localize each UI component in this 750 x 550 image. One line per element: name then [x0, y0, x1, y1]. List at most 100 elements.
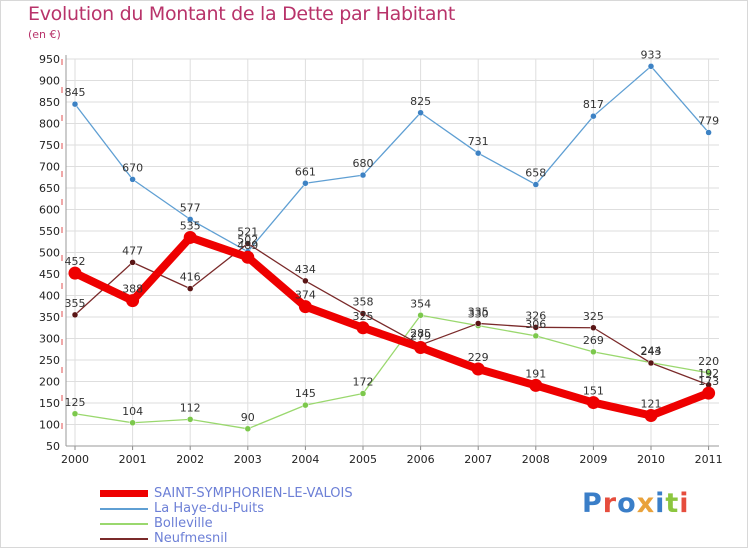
data-point: [417, 312, 424, 319]
data-label: 121: [641, 397, 662, 410]
data-label: 191: [525, 367, 546, 380]
x-tick-label: 2007: [464, 453, 492, 466]
data-label: 354: [410, 297, 431, 310]
data-label: 434: [295, 263, 316, 276]
x-tick-label: 2005: [349, 453, 377, 466]
data-label: 817: [583, 98, 604, 111]
data-label: 285: [410, 327, 431, 340]
data-label: 145: [295, 387, 316, 400]
x-tick-label: 2004: [291, 453, 319, 466]
data-point: [244, 425, 252, 433]
data-point: [71, 410, 79, 417]
data-point: [302, 401, 309, 409]
axes: 50 100 150 200 250 300 350 400 450 500 550 600 650 70…: [39, 53, 723, 466]
y-tick-label: 600: [39, 204, 60, 217]
data-point: [471, 362, 485, 376]
data-label: 658: [525, 167, 546, 180]
legend-label: Bolleville: [154, 516, 213, 531]
proxiti-logo: Proxiti: [582, 488, 690, 519]
data-label: 680: [353, 157, 374, 170]
data-label: 452: [65, 255, 86, 268]
data-label: 845: [65, 86, 86, 99]
data-label: 220: [698, 355, 719, 368]
data-point: [129, 419, 136, 427]
data-point: [474, 149, 482, 157]
data-label: 326: [525, 309, 546, 322]
y-tick-label: 900: [39, 75, 60, 88]
data-label: 279: [410, 330, 431, 343]
x-tick-label: 2009: [579, 453, 607, 466]
data-label: 535: [180, 219, 201, 232]
data-point: [71, 311, 79, 319]
y-tick-label: 750: [39, 139, 60, 152]
legend: SAINT-SYMPHORIEN-LE-VALOIS La Haye-du-Pu…: [100, 486, 420, 546]
data-point: [298, 300, 312, 314]
series-layer: [68, 63, 716, 433]
data-label: 416: [180, 271, 201, 284]
data-point: [532, 181, 540, 188]
data-point: [359, 171, 367, 179]
y-tick-label: 650: [39, 182, 60, 195]
data-point: [186, 216, 194, 223]
data-label: 502: [237, 234, 258, 247]
y-tick-label: 800: [39, 118, 60, 131]
logo-letter: x: [636, 488, 656, 519]
data-point: [529, 378, 543, 392]
data-point: [241, 250, 255, 264]
legend-label: La Haye-du-Puits: [154, 501, 264, 516]
chart-title: Evolution du Montant de la Dette par Hab…: [28, 3, 456, 25]
data-point: [702, 386, 716, 400]
legend-item-bolleville: Bolleville: [100, 516, 420, 531]
data-label: 661: [295, 165, 316, 178]
y-tick-label: 250: [39, 354, 60, 367]
data-label: 779: [698, 115, 719, 128]
data-label: 577: [180, 201, 201, 214]
data-point: [129, 176, 136, 183]
data-point: [417, 109, 424, 116]
data-point: [414, 341, 428, 355]
data-label: 325: [353, 310, 374, 323]
legend-swatch: [100, 523, 148, 525]
data-label: 335: [468, 305, 489, 318]
data-label: 90: [241, 411, 255, 424]
y-tick-label: 400: [39, 290, 60, 303]
data-label: 269: [583, 334, 604, 347]
data-point: [532, 332, 540, 340]
logo-letter: P: [582, 488, 603, 519]
legend-item-saint-symphorien: SAINT-SYMPHORIEN-LE-VALOIS: [100, 486, 420, 501]
x-tick-label: 2003: [234, 453, 262, 466]
x-tick-label: 2010: [637, 453, 665, 466]
series-line-1: [74, 314, 710, 430]
data-label: 731: [468, 135, 489, 148]
x-tick-label: 2008: [522, 453, 550, 466]
data-label: 306: [525, 318, 546, 331]
data-point: [244, 240, 252, 247]
data-label: 244: [641, 345, 662, 358]
y-tick-label: 50: [46, 440, 60, 453]
data-point: [474, 320, 482, 327]
x-tick-label: 2006: [407, 453, 435, 466]
data-point: [590, 112, 597, 120]
logo-letter: o: [617, 488, 637, 519]
data-label: 825: [410, 95, 431, 108]
legend-swatch: [100, 538, 148, 540]
y-tick-label: 100: [39, 419, 60, 432]
y-tick-label: 450: [39, 268, 60, 281]
data-point: [359, 310, 367, 317]
data-label: 172: [353, 376, 374, 389]
data-point: [647, 63, 655, 70]
series-line-2: [74, 242, 710, 386]
data-point: [359, 390, 367, 397]
y-tick-label: 700: [39, 161, 60, 174]
logo-letter: t: [665, 488, 680, 519]
data-point: [68, 266, 82, 280]
data-point: [590, 324, 597, 331]
chart-unit: (en €): [28, 28, 61, 41]
y-tick-label: 350: [39, 311, 60, 324]
x-tick-label: 2011: [695, 453, 723, 466]
y-tick-label: 150: [39, 397, 60, 410]
data-point: [705, 129, 712, 136]
y-tick-label: 550: [39, 225, 60, 238]
